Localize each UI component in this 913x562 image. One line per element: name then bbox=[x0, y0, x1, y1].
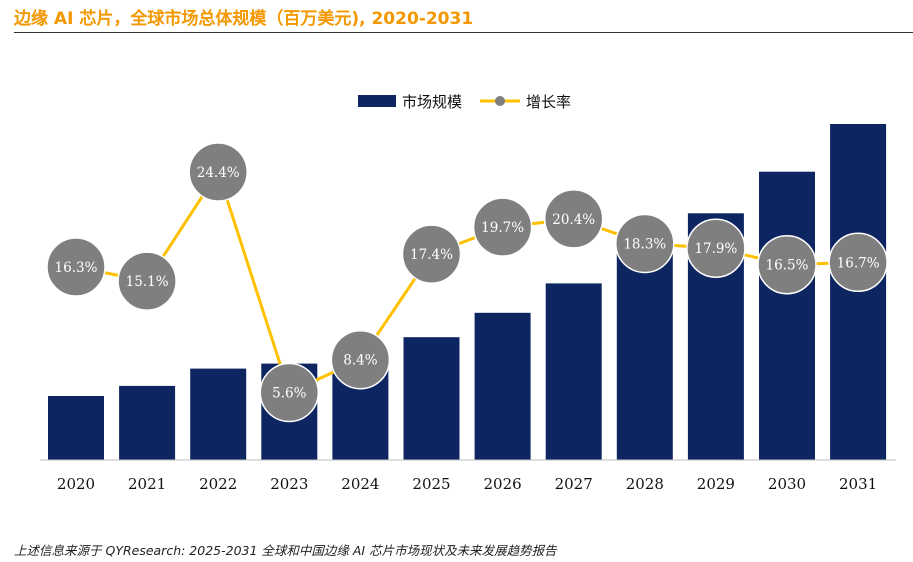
growth-marker-2028 bbox=[615, 213, 675, 274]
growth-marker-2027 bbox=[543, 189, 604, 249]
legend-bar-label: 市场规模 bbox=[402, 93, 462, 111]
growth-label-2031: 16.7% bbox=[837, 255, 880, 271]
x-tick-2024: 2024 bbox=[341, 475, 379, 493]
x-tick-2022: 2022 bbox=[199, 475, 237, 493]
legend-bar-swatch bbox=[358, 95, 396, 107]
growth-label-2024: 8.4% bbox=[343, 353, 377, 369]
growth-marker-2022 bbox=[188, 142, 248, 202]
x-tick-2025: 2025 bbox=[412, 475, 450, 493]
legend-line-marker bbox=[495, 96, 505, 106]
chart-area: 2020 2021 2022 2023 2024 2025 2026 2027 2028 2029… bbox=[40, 93, 896, 493]
legend: 市场规模 增长率 bbox=[358, 93, 571, 111]
growth-label-2020: 16.3% bbox=[55, 260, 98, 276]
x-tick-2023: 2023 bbox=[270, 475, 308, 493]
growth-marker-2026 bbox=[472, 197, 533, 257]
x-tick-2020: 2020 bbox=[57, 475, 95, 493]
bar-2027 bbox=[545, 283, 602, 460]
growth-label-2028: 18.3% bbox=[623, 237, 666, 253]
x-tick-2027: 2027 bbox=[555, 475, 593, 493]
growth-marker-2025 bbox=[401, 224, 462, 284]
growth-label-2023: 5.6% bbox=[272, 386, 306, 402]
bar-2025 bbox=[403, 337, 460, 460]
growth-label-2029: 17.9% bbox=[694, 241, 737, 257]
growth-label-2027: 20.4% bbox=[552, 212, 595, 228]
growth-marker-2020 bbox=[46, 237, 106, 297]
growth-marker-2021 bbox=[117, 251, 177, 311]
x-tick-2030: 2030 bbox=[768, 475, 806, 493]
growth-marker-2023 bbox=[259, 362, 320, 423]
x-tick-2028: 2028 bbox=[626, 475, 664, 493]
growth-marker-2030 bbox=[757, 234, 817, 295]
growth-label-2026: 19.7% bbox=[481, 220, 524, 236]
x-tick-labels: 2020 2021 2022 2023 2024 2025 2026 2027 2028 2029… bbox=[57, 475, 877, 493]
legend-line-label: 增长率 bbox=[526, 93, 571, 111]
growth-marker-2029 bbox=[686, 218, 746, 278]
growth-marker-2031 bbox=[828, 232, 888, 293]
x-tick-2029: 2029 bbox=[697, 475, 735, 493]
growth-marker-2024 bbox=[330, 329, 391, 390]
bar-2030 bbox=[759, 171, 815, 460]
growth-label-2021: 15.1% bbox=[126, 274, 169, 290]
bar-2020 bbox=[48, 396, 104, 460]
bar-2028 bbox=[616, 250, 673, 460]
growth-markers-layer: 16.3% 15.1% 24.4% 5.6% 8.4% 17.4% 19.7% 20.4% 18… bbox=[46, 142, 888, 423]
bar-2022 bbox=[190, 368, 247, 460]
growth-label-2025: 17.4% bbox=[410, 247, 453, 263]
bar-2026 bbox=[474, 312, 531, 460]
x-tick-2031: 2031 bbox=[839, 475, 877, 493]
growth-label-2022: 24.4% bbox=[197, 165, 240, 181]
title-divider bbox=[14, 32, 913, 33]
growth-label-2030: 16.5% bbox=[766, 258, 809, 274]
x-tick-2026: 2026 bbox=[484, 475, 522, 493]
source-note: 上述信息来源于 QYResearch: 2025-2031 全球和中国边缘 AI… bbox=[14, 543, 557, 558]
x-tick-2021: 2021 bbox=[128, 475, 166, 493]
bar-2021 bbox=[119, 385, 176, 460]
chart-title: 边缘 AI 芯片，全球市场总体规模（百万美元), 2020-2031 bbox=[14, 9, 474, 29]
